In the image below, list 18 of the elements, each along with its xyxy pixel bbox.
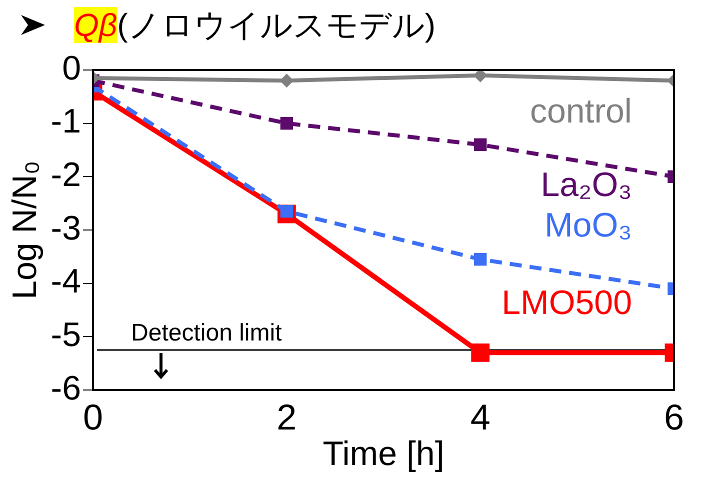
- y-tick-label: -4: [50, 262, 82, 301]
- series-label: control: [530, 92, 632, 131]
- series-label: LMO500: [502, 284, 632, 322]
- y-tick-label: -6: [50, 369, 82, 408]
- y-tick-label: -2: [50, 156, 82, 194]
- x-tick-label: 2: [276, 396, 297, 438]
- y-tick-label: -1: [50, 102, 82, 141]
- y-tick-label: -3: [50, 209, 82, 248]
- ref-line-label: Detection limit: [131, 320, 282, 347]
- x-tick-label: 4: [470, 396, 490, 438]
- y-tick-label: -5: [50, 316, 82, 354]
- y-axis-title: Log N/N₀: [6, 160, 44, 300]
- y-tick-label: 0: [62, 49, 82, 88]
- series-label: MoO₃: [544, 206, 632, 245]
- series-label: La₂O₃: [540, 166, 632, 204]
- chart-title: Qβ(ノロウイルスモデル): [74, 7, 436, 43]
- x-axis-title: Time [h]: [322, 434, 444, 473]
- x-tick-label: 6: [664, 396, 684, 438]
